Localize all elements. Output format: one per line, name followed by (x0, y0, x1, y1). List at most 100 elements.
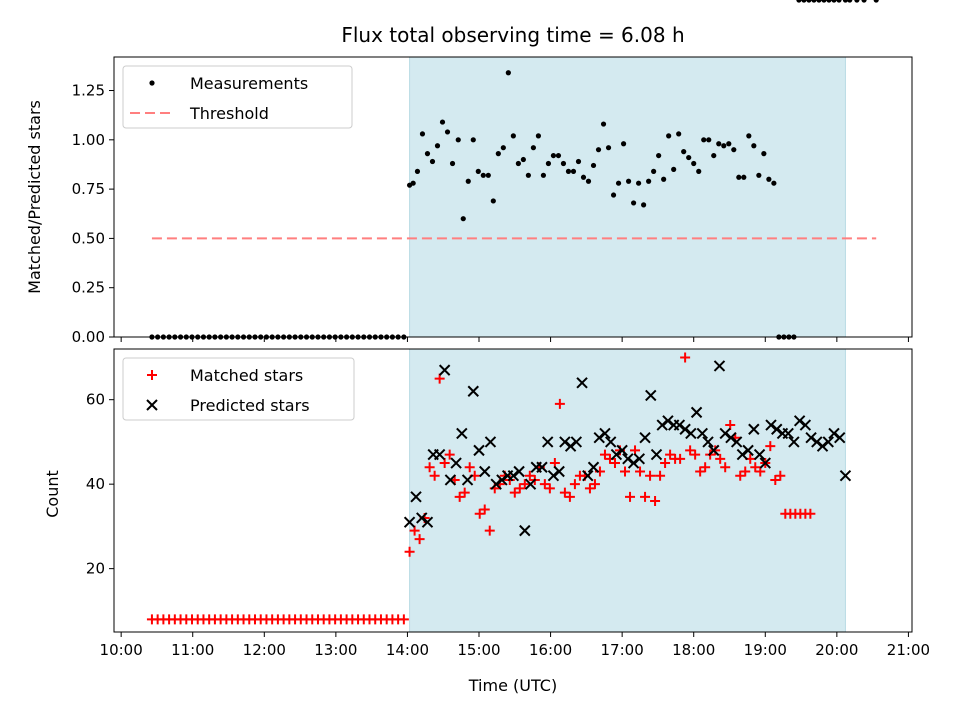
matched-star-point (685, 445, 696, 456)
measurement-point (620, 141, 627, 147)
matched-star-point (625, 491, 636, 502)
measurement-point (570, 168, 577, 174)
matched-star-point (459, 487, 470, 498)
measurement-point (455, 137, 461, 143)
predicted-star-point (702, 436, 714, 448)
measurement-point (666, 133, 672, 139)
measurement-point (595, 147, 602, 153)
measurement-point (873, 0, 879, 3)
measurement-point (434, 143, 441, 149)
legend-matched-marker (147, 370, 157, 380)
measurement-point (721, 143, 727, 149)
legend-predicted-marker (146, 399, 158, 411)
measurement-point (470, 137, 476, 143)
matched-star-point (755, 466, 766, 477)
predicted-star-point (685, 427, 697, 440)
predicted-star-point (410, 491, 422, 503)
measurement-point (766, 176, 772, 182)
predicted-star-point (524, 478, 537, 490)
matched-star-point (414, 534, 425, 545)
measurement-point (600, 121, 607, 127)
matched-star-point (660, 458, 671, 469)
predicted-star-point (438, 364, 451, 376)
measurement-point (475, 168, 481, 174)
bottom-y-tick-label-1: 40 (86, 475, 105, 493)
predicted-star-point (519, 524, 531, 537)
matched-star-point (554, 398, 565, 409)
predicted-star-point (553, 465, 565, 478)
matched-star-point (484, 525, 495, 536)
predicted-star-point (793, 415, 806, 427)
predicted-star-point (461, 474, 474, 486)
top-legend-box (122, 65, 353, 129)
measurement-point (751, 143, 757, 149)
matched-star-point (398, 614, 409, 625)
measurement-point (847, 0, 853, 3)
x-tick-label-10: 20:00 (815, 641, 858, 659)
measurement-point (590, 162, 597, 169)
measurement-point (550, 152, 557, 159)
predicted-star-point (650, 448, 663, 461)
measurement-point (500, 145, 506, 151)
matched-star-point (715, 453, 726, 464)
top-y-tick-label-1: 0.25 (72, 279, 105, 297)
x-tick-label-5: 15:00 (457, 641, 500, 659)
matched-star-point (454, 491, 465, 502)
x-tick-label-1: 11:00 (171, 641, 214, 659)
matched-star-point (519, 479, 530, 490)
measurement-point (495, 151, 501, 157)
predicted-star-point (570, 436, 583, 448)
top-y-tick-label-0: 0.00 (72, 328, 105, 346)
predicted-star-point (593, 431, 605, 444)
predicted-star-point (679, 423, 691, 435)
predicted-star-point (782, 427, 794, 440)
measurement-point (736, 174, 742, 180)
top-y-tick-label-4: 1.00 (72, 131, 105, 149)
measurement-point (485, 172, 491, 178)
measurement-point (540, 172, 547, 178)
measurement-point (515, 160, 521, 167)
predicted-star-point (421, 516, 434, 528)
predicted-star-point (450, 457, 462, 469)
measurement-point (836, 0, 842, 3)
measurement-point (505, 70, 511, 76)
predicted-star-point (513, 465, 525, 478)
measurement-point (801, 0, 807, 3)
predicted-star-point (748, 423, 760, 435)
matched-star-point (655, 470, 666, 481)
predicted-star-point (536, 461, 548, 473)
x-tick-label-4: 14:00 (386, 641, 429, 659)
top-panel: 0.00 0.25 0.50 0.75 1.00 1.25 Measurements Thre… (72, 0, 913, 346)
bottom-legend-box (122, 357, 355, 421)
predicted-star-point (673, 419, 686, 431)
measurement-point (686, 154, 692, 161)
measurement-point (671, 166, 677, 172)
measurement-point (826, 0, 832, 3)
predicted-star-point (656, 419, 668, 431)
predicted-star-point (839, 470, 852, 482)
predicted-star-point (662, 415, 674, 427)
matched-star-point (569, 479, 580, 490)
measurement-point (545, 160, 552, 167)
matched-star-point (710, 445, 721, 456)
matched-star-point (409, 525, 420, 536)
matched-star-point (564, 491, 575, 502)
predicted-star-point (622, 453, 634, 465)
matched-star-point (474, 508, 485, 519)
matched-star-point (740, 466, 751, 477)
x-tick-label-0: 10:00 (100, 641, 143, 659)
predicted-star-point (834, 431, 846, 444)
top-observing-window (409, 56, 846, 338)
predicted-star-point (599, 427, 611, 440)
measurement-point (741, 174, 747, 180)
measurement-point (816, 0, 822, 3)
matched-star-point (514, 483, 525, 494)
x-tick-label-9: 19:00 (744, 641, 787, 659)
predicted-star-point (403, 516, 416, 528)
x-tick-label-8: 18:00 (672, 641, 715, 659)
measurement-point (656, 152, 662, 159)
predicted-star-point (433, 448, 446, 461)
measurement-point (535, 133, 542, 139)
matched-star-point (589, 479, 600, 490)
predicted-star-point (719, 427, 731, 440)
